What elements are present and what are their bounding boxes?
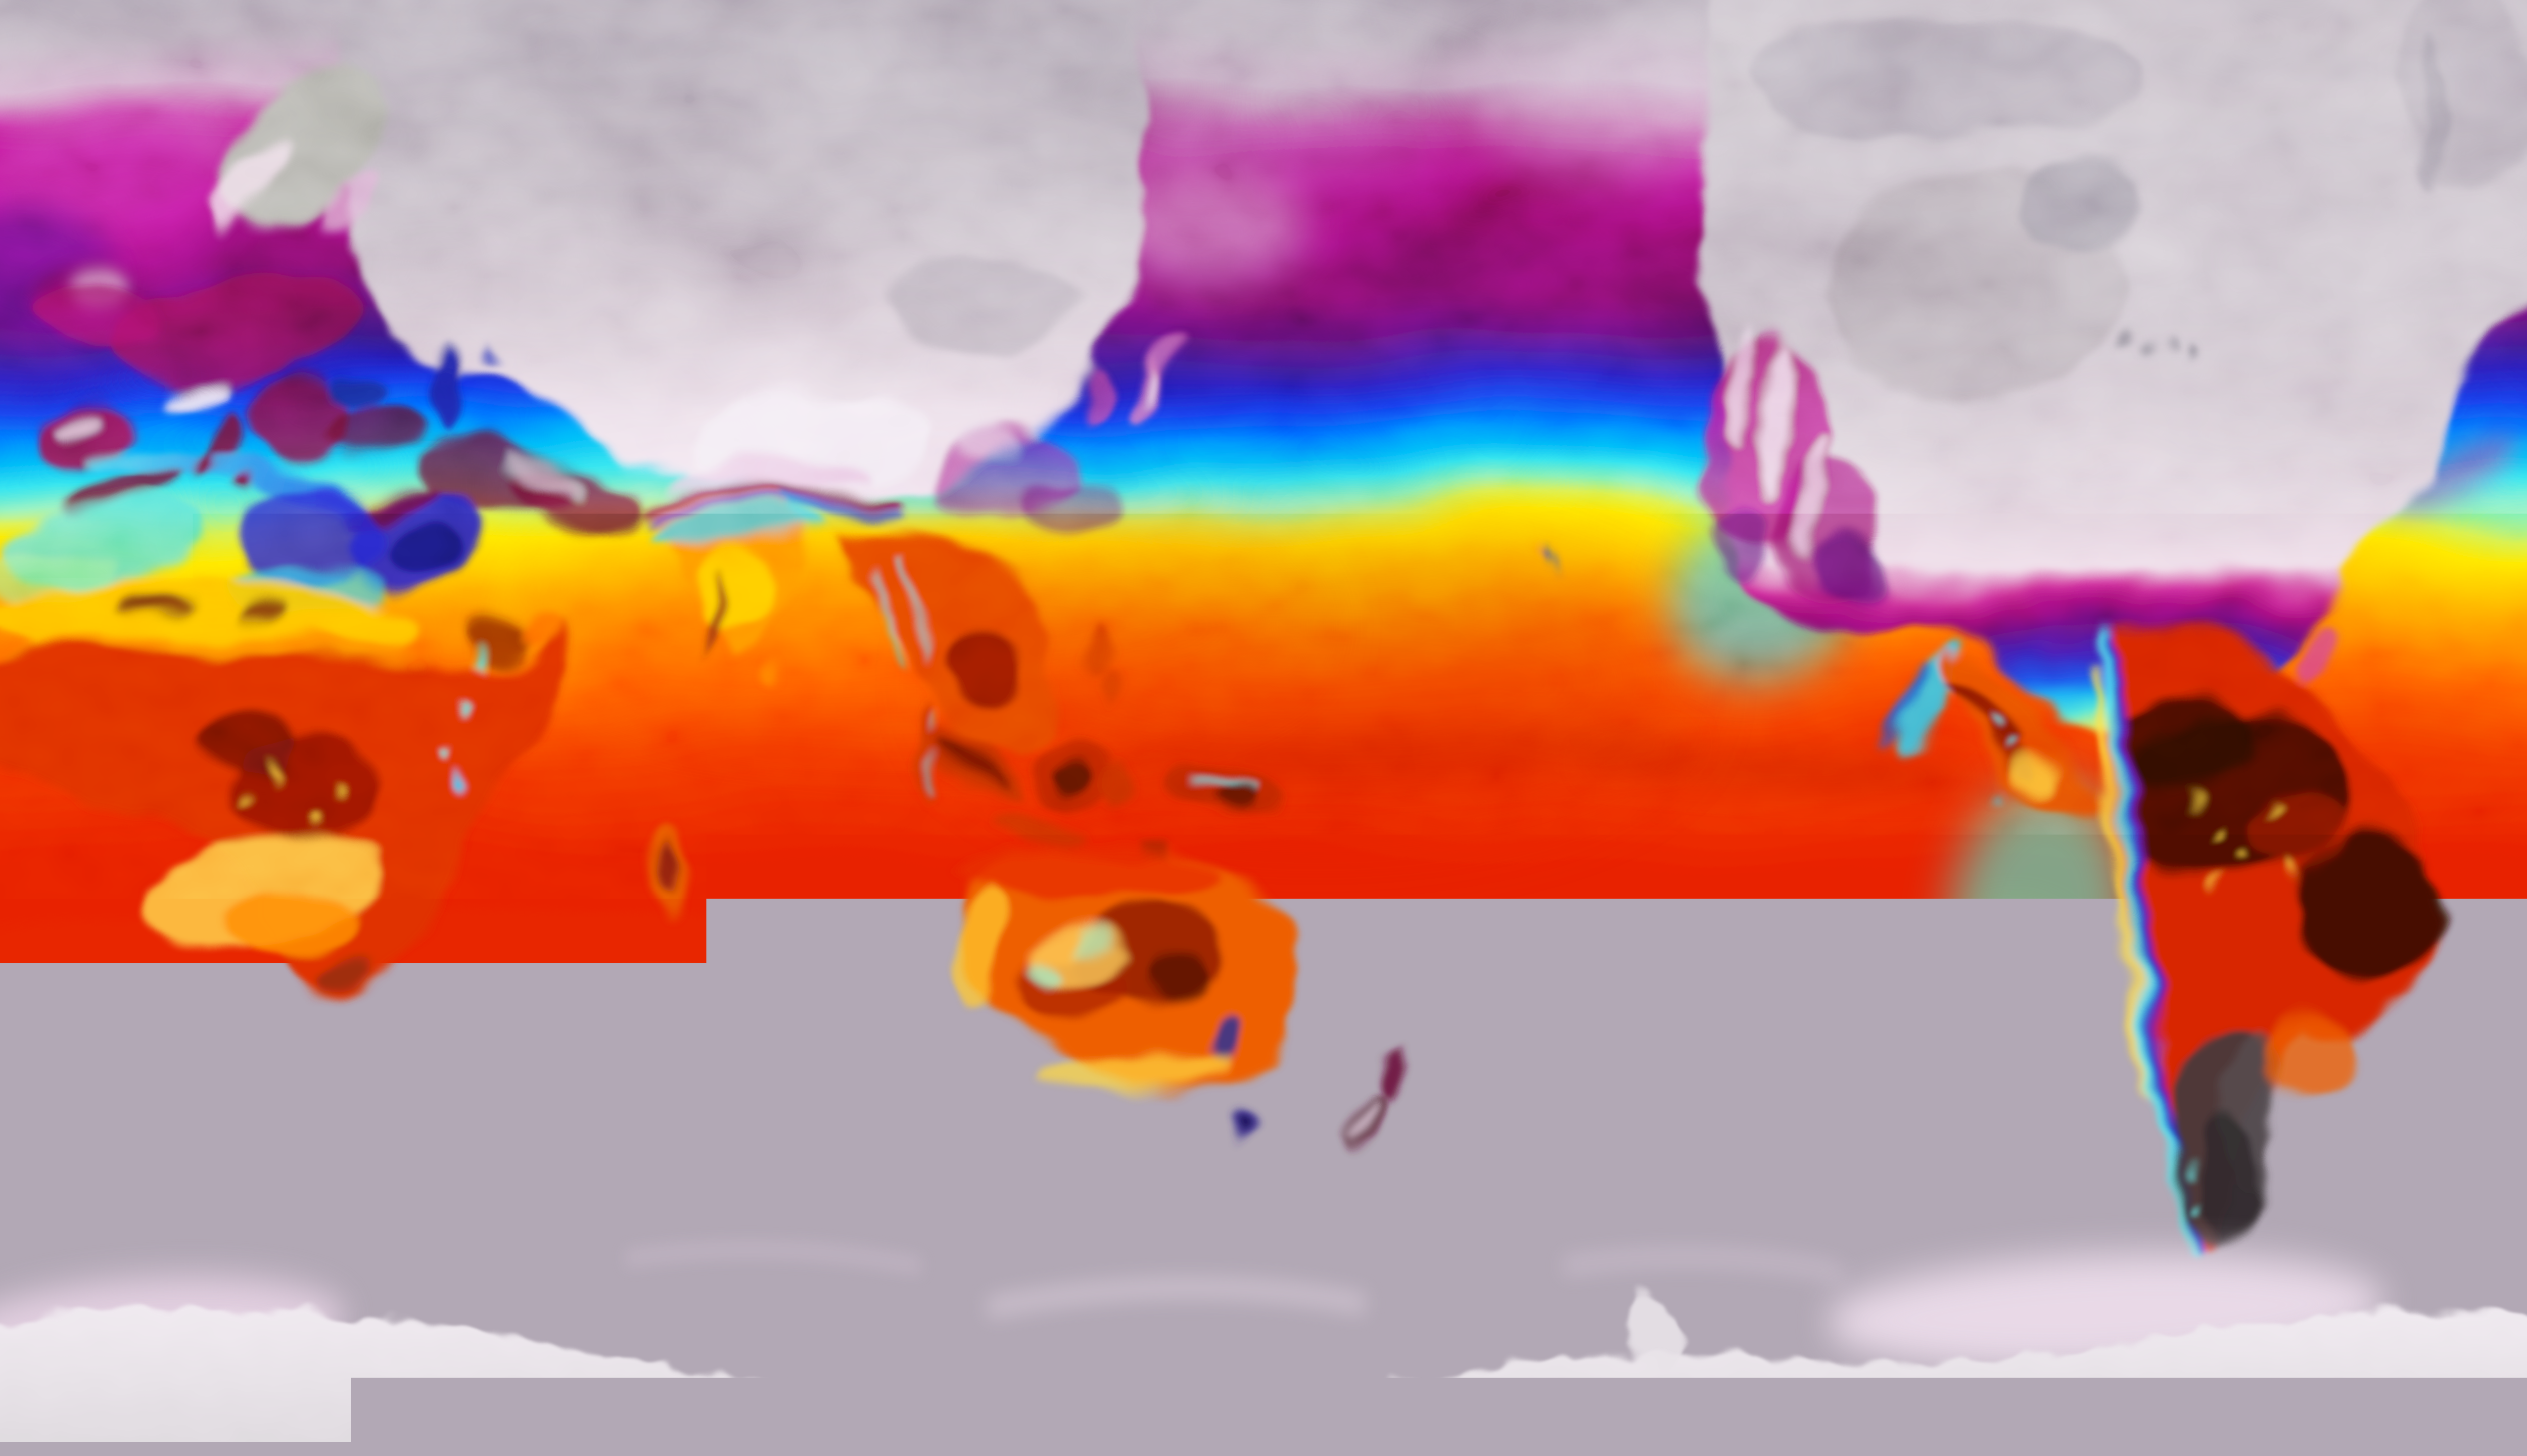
fine-grain-overlay — [0, 0, 2527, 1456]
screenshot-root — [0, 0, 2527, 1456]
temperature-map-canvas — [0, 0, 2527, 1456]
